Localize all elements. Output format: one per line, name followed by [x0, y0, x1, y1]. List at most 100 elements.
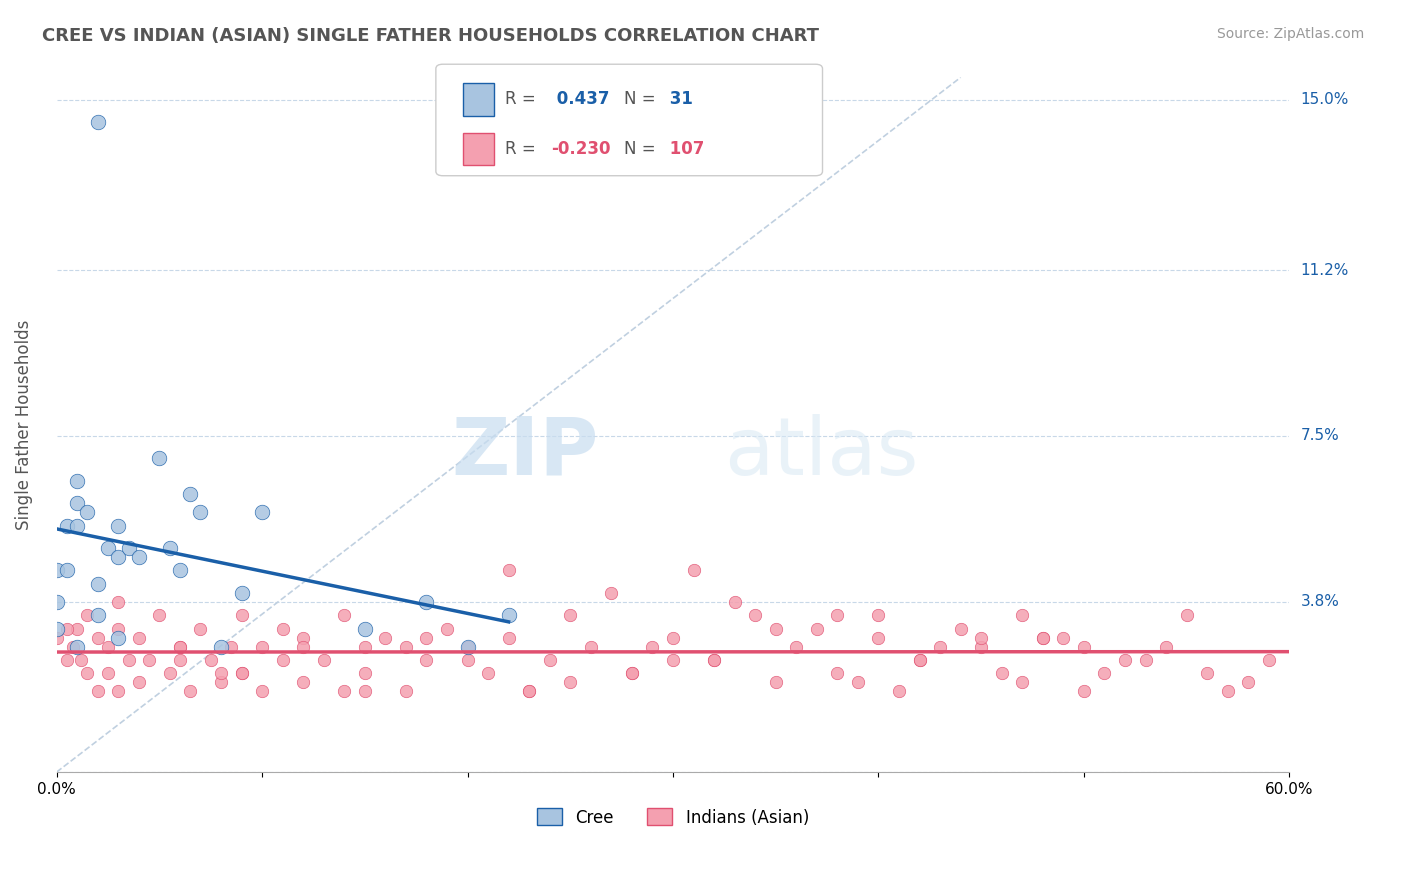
Point: [45, 563, 67, 577]
Text: 15.0%: 15.0%: [1301, 93, 1348, 107]
Point: [209, 640, 232, 654]
Point: [66, 496, 89, 510]
Point: [66, 640, 89, 654]
Point: [76, 608, 98, 623]
Point: [620, 666, 643, 681]
Point: [498, 563, 520, 577]
Point: [1073, 640, 1095, 654]
Point: [169, 640, 191, 654]
Point: [538, 653, 561, 667]
Point: [395, 640, 418, 654]
Point: [66, 474, 89, 488]
Text: 107: 107: [664, 140, 704, 158]
Point: [1094, 666, 1116, 681]
Y-axis label: Single Father Households: Single Father Households: [15, 319, 32, 530]
Point: [970, 631, 993, 645]
Point: [682, 563, 704, 577]
Point: [723, 595, 745, 609]
Point: [1154, 640, 1177, 654]
Point: [374, 631, 396, 645]
Point: [292, 640, 315, 654]
Text: 0.437: 0.437: [551, 90, 610, 109]
Point: [703, 653, 725, 667]
Point: [148, 451, 170, 466]
Point: [785, 640, 807, 654]
Point: [908, 653, 931, 667]
Point: [209, 666, 232, 681]
Point: [128, 549, 150, 564]
Point: [990, 666, 1012, 681]
Point: [86, 577, 108, 591]
Point: [395, 684, 418, 698]
Text: atlas: atlas: [724, 414, 918, 491]
Point: [1011, 608, 1033, 623]
Point: [477, 666, 499, 681]
Point: [703, 653, 725, 667]
Point: [159, 666, 181, 681]
Point: [97, 666, 120, 681]
Point: [138, 653, 160, 667]
Point: [56, 653, 79, 667]
Point: [579, 640, 602, 654]
Point: [1135, 653, 1157, 667]
Point: [66, 518, 89, 533]
Point: [209, 675, 232, 690]
Point: [517, 684, 540, 698]
Point: [107, 595, 129, 609]
Point: [949, 622, 972, 636]
Point: [887, 684, 910, 698]
Point: [56, 563, 79, 577]
Point: [560, 675, 582, 690]
Point: [148, 608, 170, 623]
Point: [662, 653, 685, 667]
Point: [353, 666, 375, 681]
Point: [45, 595, 67, 609]
Point: [190, 505, 212, 519]
Point: [86, 684, 108, 698]
Text: N =: N =: [624, 140, 661, 158]
Text: 7.5%: 7.5%: [1301, 428, 1339, 443]
Point: [353, 684, 375, 698]
Point: [312, 653, 335, 667]
Point: [250, 684, 273, 698]
Point: [662, 631, 685, 645]
Point: [457, 640, 479, 654]
Text: 31: 31: [664, 90, 693, 109]
Point: [86, 631, 108, 645]
Point: [107, 684, 129, 698]
Point: [250, 505, 273, 519]
Point: [231, 586, 253, 600]
Point: [827, 666, 849, 681]
Point: [517, 684, 540, 698]
Point: [1011, 675, 1033, 690]
Point: [45, 622, 67, 636]
Text: CREE VS INDIAN (ASIAN) SINGLE FATHER HOUSEHOLDS CORRELATION CHART: CREE VS INDIAN (ASIAN) SINGLE FATHER HOU…: [42, 27, 820, 45]
Point: [250, 640, 273, 654]
Point: [1175, 608, 1198, 623]
Point: [86, 608, 108, 623]
Point: [169, 563, 191, 577]
Text: Source: ZipAtlas.com: Source: ZipAtlas.com: [1216, 27, 1364, 41]
Point: [107, 622, 129, 636]
Point: [219, 640, 242, 654]
Point: [190, 622, 212, 636]
Point: [271, 653, 294, 667]
Point: [292, 675, 315, 690]
Point: [333, 608, 356, 623]
Point: [765, 675, 787, 690]
Point: [1114, 653, 1136, 667]
Point: [107, 631, 129, 645]
Point: [353, 640, 375, 654]
Point: [271, 622, 294, 636]
Point: [1052, 631, 1074, 645]
Text: 3.8%: 3.8%: [1301, 594, 1340, 609]
Point: [868, 631, 890, 645]
Point: [70, 653, 93, 667]
Point: [169, 640, 191, 654]
Text: N =: N =: [624, 90, 661, 109]
Point: [76, 505, 98, 519]
Text: R =: R =: [505, 140, 541, 158]
Text: R =: R =: [505, 90, 541, 109]
Point: [107, 518, 129, 533]
Point: [200, 653, 222, 667]
